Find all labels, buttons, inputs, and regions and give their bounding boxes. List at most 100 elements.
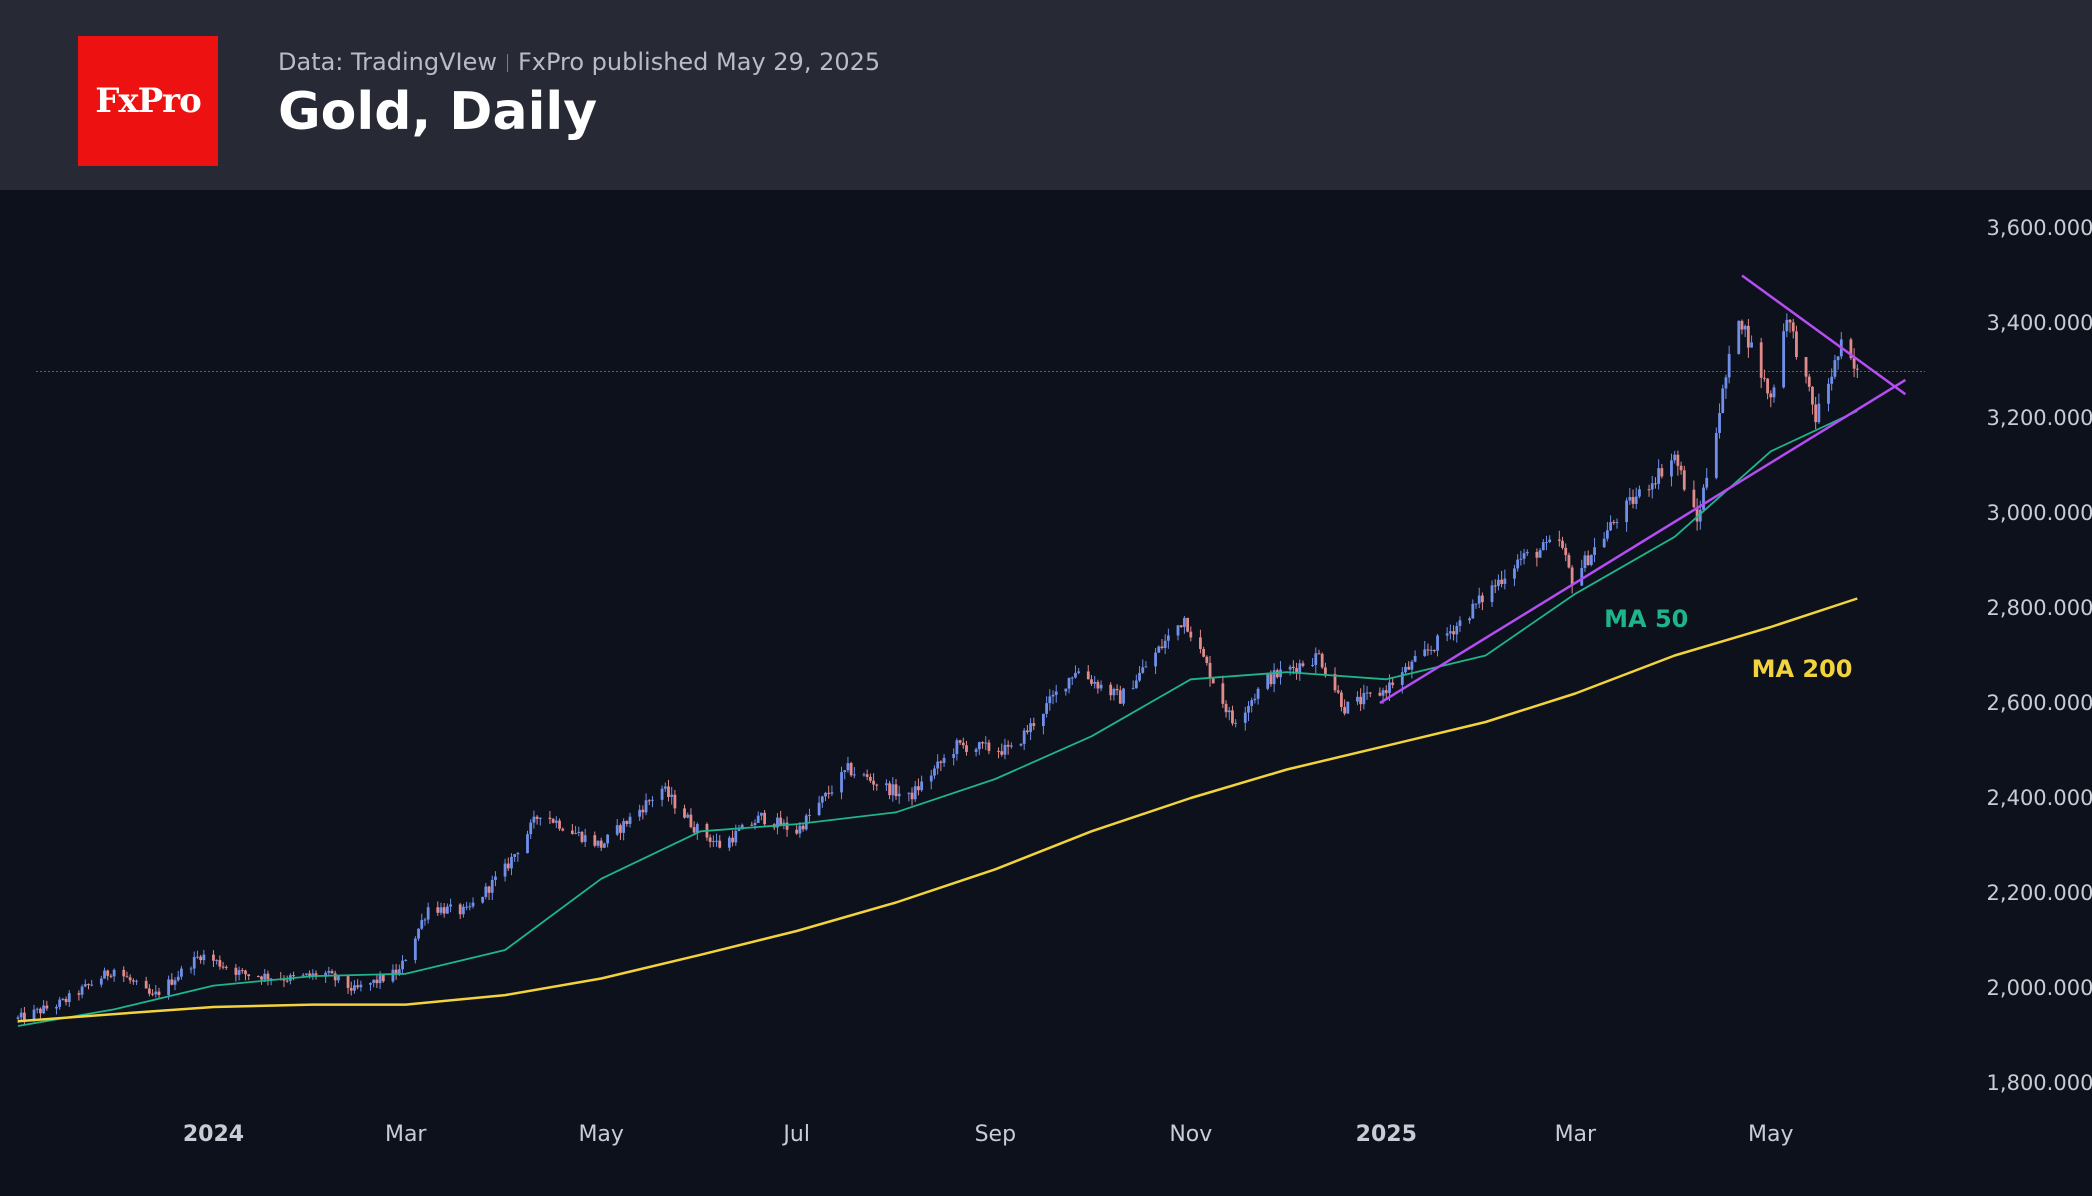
candle-body bbox=[1423, 649, 1427, 657]
x-tick-label: Sep bbox=[975, 1122, 1016, 1147]
candle-body bbox=[324, 972, 328, 977]
candle-body bbox=[256, 976, 260, 978]
candle-body bbox=[1077, 671, 1081, 673]
candle bbox=[1432, 649, 1436, 653]
candle-body bbox=[1365, 692, 1369, 694]
candle bbox=[369, 982, 372, 991]
candle bbox=[1090, 675, 1093, 687]
candle bbox=[644, 793, 648, 816]
candle bbox=[808, 808, 811, 822]
candle bbox=[381, 973, 385, 983]
candle-body bbox=[237, 970, 241, 975]
candle bbox=[583, 828, 587, 847]
candle bbox=[817, 795, 821, 817]
candle-body bbox=[1541, 542, 1545, 551]
candle bbox=[888, 780, 891, 800]
candle-body bbox=[1295, 668, 1298, 673]
candle-body bbox=[1154, 652, 1157, 667]
candle bbox=[1785, 313, 1789, 338]
candle bbox=[1426, 643, 1430, 656]
candle-body bbox=[112, 969, 116, 977]
candle-body bbox=[1378, 692, 1382, 696]
candle bbox=[1605, 521, 1609, 542]
candle bbox=[852, 767, 856, 779]
candle bbox=[83, 979, 87, 988]
candle-body bbox=[445, 906, 449, 914]
candle bbox=[1481, 592, 1484, 611]
candle-body bbox=[987, 742, 991, 751]
candle-body bbox=[888, 783, 891, 796]
candle bbox=[689, 808, 693, 829]
candle bbox=[484, 882, 488, 900]
candle bbox=[218, 955, 222, 970]
candle bbox=[1176, 625, 1180, 641]
candle bbox=[920, 775, 924, 792]
candle bbox=[965, 740, 968, 756]
candle-body bbox=[936, 761, 940, 769]
candle-body bbox=[1743, 325, 1747, 330]
candle-body bbox=[683, 808, 686, 818]
candle bbox=[718, 835, 722, 849]
candle bbox=[256, 975, 260, 978]
candle bbox=[641, 805, 645, 820]
candle bbox=[314, 970, 318, 980]
candle-body bbox=[173, 980, 177, 985]
candle-body bbox=[378, 974, 382, 984]
candle bbox=[974, 747, 978, 757]
candle-body bbox=[907, 792, 911, 794]
candle-body bbox=[1445, 633, 1449, 636]
candle-body bbox=[42, 1005, 46, 1014]
candle-body bbox=[939, 761, 943, 763]
candle-body bbox=[920, 781, 924, 791]
candle bbox=[1115, 684, 1119, 696]
candle-body bbox=[955, 740, 959, 754]
candle bbox=[1410, 659, 1414, 679]
candle bbox=[471, 897, 475, 909]
candle-body bbox=[1275, 670, 1279, 678]
candle bbox=[301, 973, 305, 977]
candle bbox=[1413, 650, 1417, 663]
candle bbox=[1497, 574, 1500, 591]
candle bbox=[1513, 564, 1516, 587]
candle-body bbox=[1368, 692, 1372, 694]
candle-body bbox=[884, 783, 888, 786]
candle bbox=[490, 875, 494, 901]
candle-body bbox=[1705, 477, 1709, 488]
candle bbox=[1695, 498, 1699, 531]
candle bbox=[1804, 356, 1808, 384]
candle-body bbox=[442, 907, 446, 914]
candle bbox=[67, 990, 71, 1008]
candle bbox=[599, 837, 603, 851]
candle-body bbox=[1615, 522, 1619, 524]
candle bbox=[240, 967, 244, 974]
candle-body bbox=[1519, 558, 1523, 560]
candle-body bbox=[727, 837, 731, 848]
x-tick-label: Mar bbox=[385, 1122, 427, 1147]
candle bbox=[1625, 497, 1629, 532]
x-tick-label: May bbox=[578, 1122, 623, 1147]
y-tick-label: 3,000.000 bbox=[1987, 501, 2092, 525]
candle-body bbox=[1477, 595, 1481, 604]
candle-body bbox=[692, 827, 696, 833]
candle-body bbox=[663, 786, 667, 789]
candle bbox=[1025, 724, 1029, 735]
candle-body bbox=[570, 830, 574, 834]
candle-body bbox=[897, 793, 901, 797]
candle bbox=[1186, 617, 1190, 633]
candle-body bbox=[561, 828, 565, 831]
candle-body bbox=[628, 816, 632, 824]
candle bbox=[955, 738, 959, 761]
candle-body bbox=[122, 969, 126, 977]
candle bbox=[269, 977, 273, 986]
candle-body bbox=[1381, 690, 1385, 696]
candle-body bbox=[1586, 555, 1590, 565]
x-tick-label: May bbox=[1748, 1122, 1793, 1147]
candle bbox=[548, 810, 552, 825]
candle bbox=[984, 736, 988, 750]
candle-body bbox=[131, 980, 135, 982]
candle-body bbox=[1410, 661, 1414, 670]
candle bbox=[622, 818, 626, 841]
candle-body bbox=[1474, 603, 1478, 605]
candle-body bbox=[1032, 723, 1036, 727]
candle-body bbox=[128, 977, 132, 981]
